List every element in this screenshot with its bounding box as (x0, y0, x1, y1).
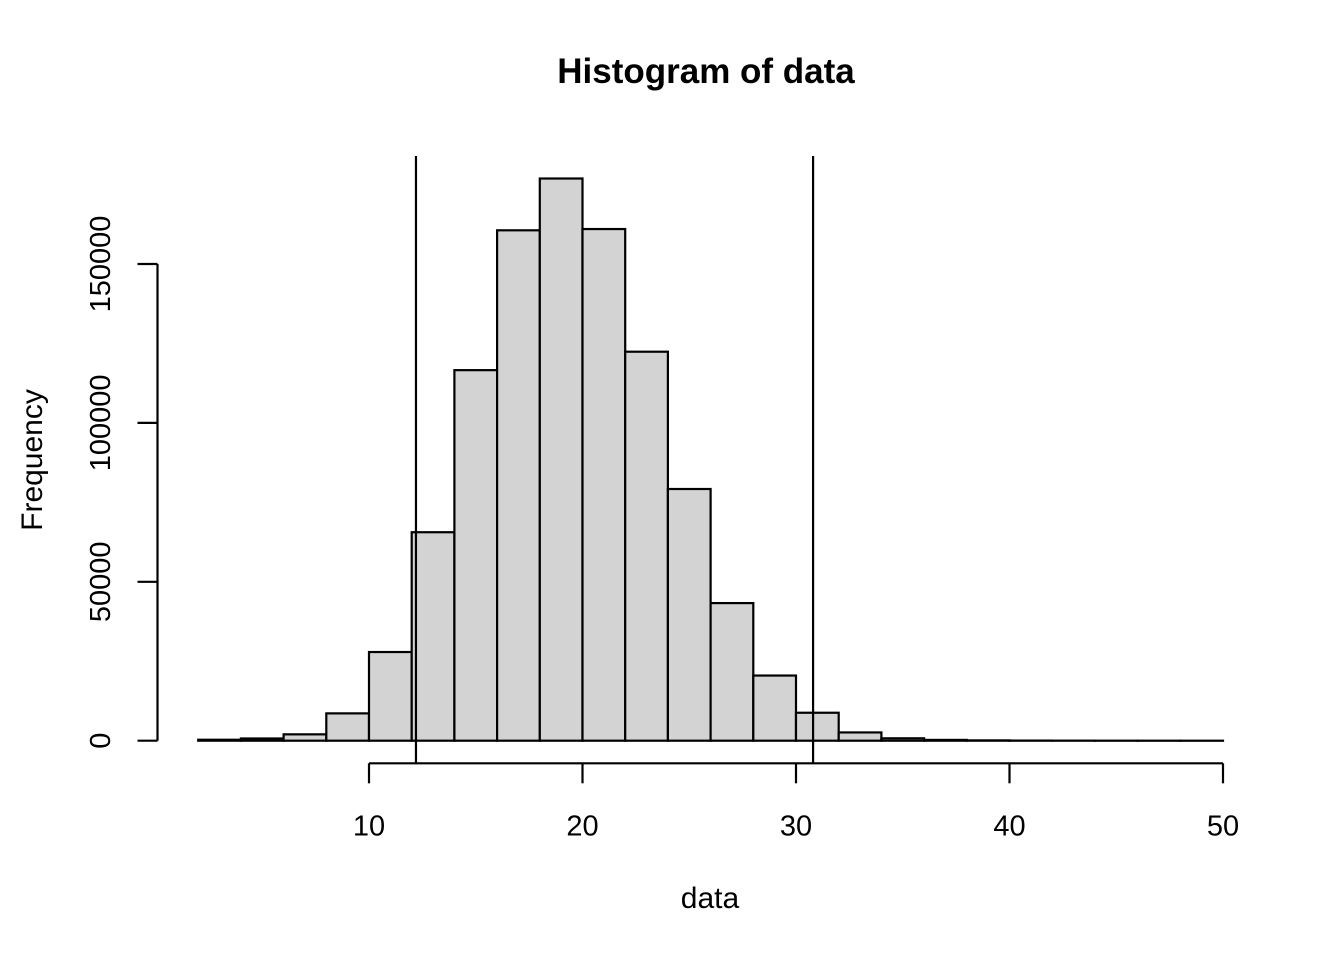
histogram-bar (367, 650, 413, 742)
histogram-bar (880, 737, 926, 742)
histogram-bar (794, 711, 840, 742)
histogram-bar (538, 177, 584, 742)
y-tick-label: 0 (85, 733, 117, 749)
histogram-bar (922, 738, 968, 742)
y-tick-label: 150000 (85, 216, 117, 313)
histogram-bar (197, 738, 242, 742)
histogram-bar (709, 601, 755, 742)
x-tick-label: 10 (353, 810, 385, 842)
histogram-bar (581, 227, 627, 742)
histogram-bar (752, 674, 798, 742)
histogram-bar (453, 369, 499, 742)
histogram-bar (325, 712, 371, 742)
y-tick-label: 100000 (85, 375, 117, 472)
x-tick-label: 20 (566, 810, 598, 842)
y-tick-label: 50000 (85, 541, 117, 622)
y-axis-label: Frequency (16, 389, 49, 531)
x-tick-label: 30 (780, 810, 812, 842)
histogram-bar (837, 731, 883, 742)
histogram-bar (496, 229, 541, 742)
x-tick-label: 50 (1207, 810, 1239, 842)
histogram-bar (239, 737, 285, 742)
histogram-bar (282, 733, 328, 742)
chart-title: Histogram of data (557, 52, 855, 91)
histogram-bar (410, 531, 456, 742)
histogram-bar (624, 350, 670, 742)
histogram-bar (666, 487, 712, 742)
x-axis-label: data (680, 882, 740, 915)
x-tick-label: 40 (993, 810, 1025, 842)
